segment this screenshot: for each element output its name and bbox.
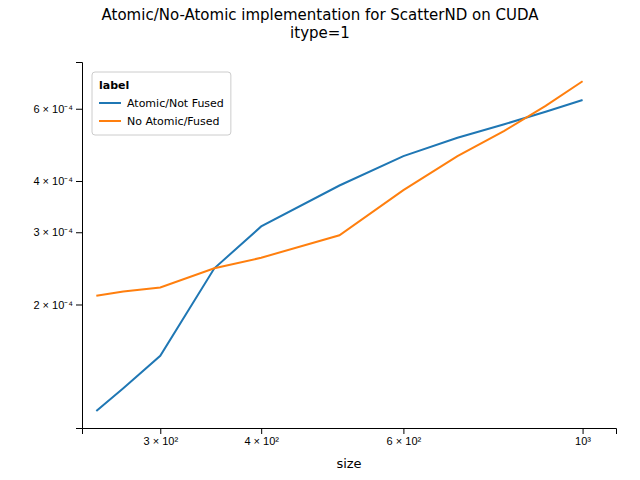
tick: 2 × 10⁻⁴ xyxy=(33,299,82,311)
legend: label Atomic/Not Fused No Atomic/Fused xyxy=(92,72,231,135)
tick-mark xyxy=(76,109,82,110)
tick: 10³ xyxy=(575,428,591,447)
tick-label: 10³ xyxy=(575,435,591,447)
tick-mark xyxy=(403,428,404,434)
legend-box xyxy=(92,72,231,135)
y-axis: 2 × 10⁻⁴ 3 × 10⁻⁴ 4 × 10⁻⁴ 6 × 10⁻⁴ xyxy=(33,63,82,429)
tick: 3 × 10² xyxy=(143,428,178,447)
tick-label: 3 × 10⁻⁴ xyxy=(33,226,73,238)
tick-label: 4 × 10⁻⁴ xyxy=(33,175,73,187)
axis-line xyxy=(83,429,617,435)
x-axis: 3 × 10² 4 × 10² 6 × 10² 10³ xyxy=(83,428,617,447)
legend-entry: Atomic/Not Fused xyxy=(127,97,224,110)
x-axis-title: size xyxy=(336,456,361,471)
tick-mark xyxy=(261,428,262,434)
tick-label: 6 × 10² xyxy=(387,435,422,447)
axis-line xyxy=(76,63,83,429)
title: Atomic/No-Atomic implementation for Scat… xyxy=(102,6,540,42)
legend-entry: No Atomic/Fused xyxy=(127,115,220,128)
tick: 3 × 10⁻⁴ xyxy=(33,226,82,238)
line xyxy=(96,100,582,411)
tick-mark xyxy=(160,428,161,434)
tick-mark xyxy=(76,232,82,233)
tick-mark xyxy=(76,304,82,305)
plot: 3 × 10² 4 × 10² 6 × 10² 10³ 2 × 10⁻⁴ 3 × 10⁻⁴… xyxy=(33,63,616,447)
tick: 4 × 10² xyxy=(244,428,279,447)
chart: 3 × 10² 4 × 10² 6 × 10² 10³ 2 × 10⁻⁴ 3 × 10⁻⁴… xyxy=(0,0,640,480)
legend-swatch xyxy=(99,102,121,104)
legend-title: label xyxy=(99,79,129,92)
tick-label: 6 × 10⁻⁴ xyxy=(33,103,73,115)
tick: 6 × 10² xyxy=(387,428,422,447)
tick: 4 × 10⁻⁴ xyxy=(33,175,82,187)
tick: 6 × 10⁻⁴ xyxy=(33,103,82,115)
tick-mark xyxy=(583,428,584,434)
legend-swatch xyxy=(99,120,121,122)
tick-label: 3 × 10² xyxy=(143,435,178,447)
tick-mark xyxy=(76,181,82,182)
tick-label: 4 × 10² xyxy=(244,435,279,447)
tick-label: 2 × 10⁻⁴ xyxy=(33,299,73,311)
